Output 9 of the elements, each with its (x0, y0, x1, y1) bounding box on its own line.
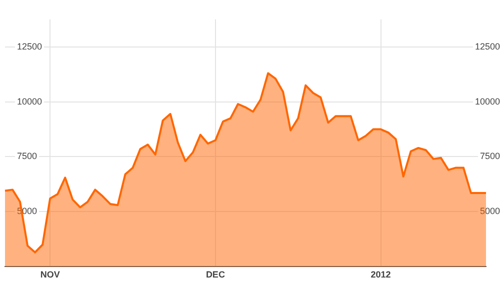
x-tick-label: NOV (40, 269, 60, 280)
y-tick-label: 12500 (17, 41, 42, 52)
y2-tick-label: 7500 (480, 151, 500, 162)
x-tick-label: 2012 (370, 269, 391, 280)
y-tick-label: 10000 (17, 96, 42, 106)
y-tick-label: 7500 (17, 151, 38, 162)
x-tick-label: DEC (206, 269, 226, 280)
y2-tick-label: 12500 (474, 41, 500, 52)
y2-tick-label: 10000 (474, 96, 500, 106)
